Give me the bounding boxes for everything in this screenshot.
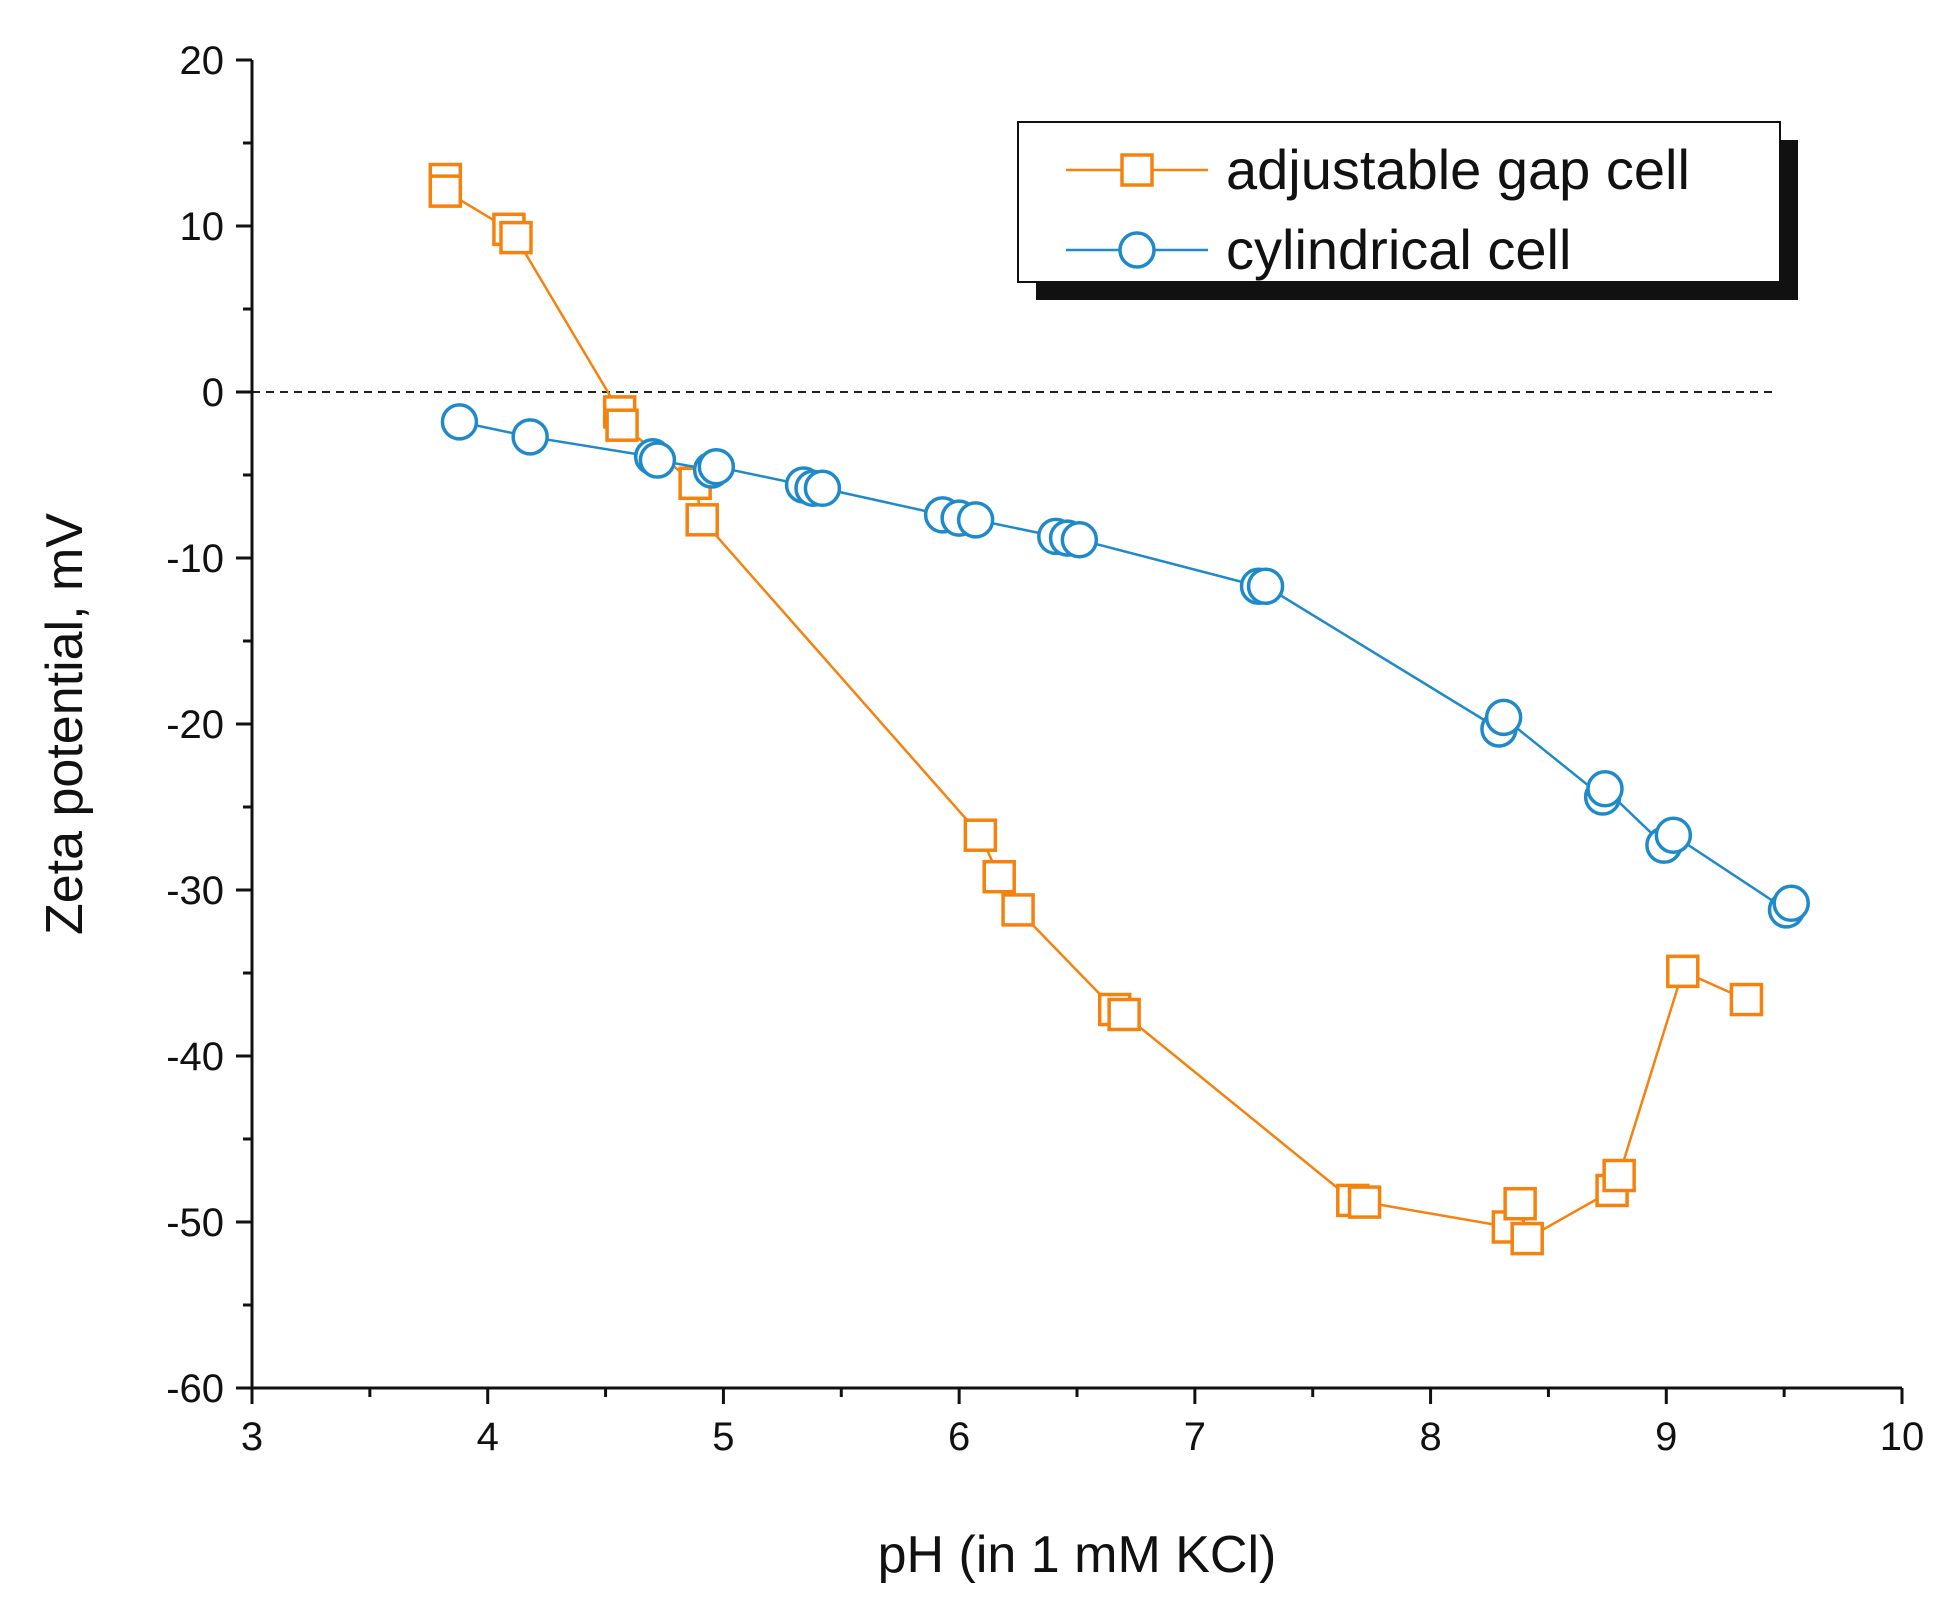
data-point (1586, 769, 1624, 808)
data-point (440, 403, 479, 441)
data-point (1484, 698, 1523, 737)
data-point (803, 469, 842, 508)
y-tick-label: 0 (202, 371, 224, 415)
data-point (1060, 520, 1099, 559)
data-point (499, 220, 533, 255)
legend-entry: cylindrical cell (1066, 218, 1571, 281)
x-tick-label: 3 (241, 1415, 263, 1459)
data-point (982, 859, 1016, 894)
y-tick-label: 10 (180, 205, 225, 249)
data-point (428, 174, 463, 208)
series-1 (428, 162, 1764, 1256)
legend-label: adjustable gap cell (1226, 138, 1690, 201)
data-point (963, 818, 998, 852)
x-tick-label: 7 (1184, 1415, 1206, 1459)
series-line (459, 420, 1793, 912)
y-tick-label: -40 (166, 1035, 224, 1079)
y-tick-label: -10 (166, 537, 224, 581)
x-axis-title: pH (in 1 mM KCl) (878, 1526, 1277, 1584)
data-point (1666, 954, 1700, 989)
legend-marker (1118, 231, 1156, 269)
data-point (511, 418, 549, 456)
data-point (1107, 997, 1141, 1032)
data-series (428, 162, 1810, 1256)
data-point (685, 503, 719, 537)
series-line (444, 179, 1747, 1241)
data-point (1729, 982, 1764, 1017)
data-point (1503, 1186, 1537, 1221)
data-point (697, 447, 736, 486)
x-tick-label: 6 (948, 1415, 970, 1459)
data-point (1347, 1185, 1382, 1219)
data-point (1246, 567, 1285, 605)
legend-label: cylindrical cell (1226, 218, 1571, 281)
legend-entry: adjustable gap cell (1066, 138, 1690, 201)
x-tick-label: 8 (1419, 1415, 1441, 1459)
axis-ticks: 3 4 5 6 7 8 9 10 20 10 0 -10 -20 -30 -40 -50 -60 (166, 39, 1924, 1459)
legend: adjustable gap cell cylindrical cell (1017, 121, 1798, 300)
series-2 (440, 403, 1810, 929)
legend-entries: adjustable gap cell cylindrical cell (1066, 138, 1690, 281)
data-point (1772, 884, 1810, 923)
x-tick-label: 4 (477, 1415, 499, 1459)
y-tick-label: -60 (166, 1367, 224, 1411)
y-tick-label: 20 (180, 39, 225, 83)
y-tick-label: -30 (166, 869, 224, 913)
y-tick-label: -20 (166, 703, 224, 747)
y-tick-label: -50 (166, 1201, 224, 1245)
data-point (605, 408, 639, 442)
data-point (1001, 893, 1035, 927)
x-tick-label: 9 (1655, 1415, 1677, 1459)
data-point (956, 501, 995, 539)
data-point (638, 441, 677, 479)
data-point (1654, 816, 1693, 854)
x-tick-label: 5 (712, 1415, 734, 1459)
y-axis-title: Zeta potential, mV (36, 513, 94, 935)
legend-marker (1120, 153, 1154, 187)
data-point (1602, 1158, 1636, 1193)
x-tick-label: 10 (1880, 1415, 1925, 1459)
data-point (1510, 1221, 1544, 1256)
